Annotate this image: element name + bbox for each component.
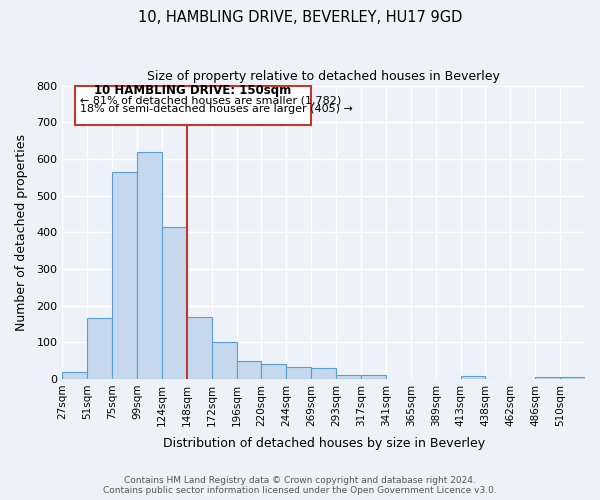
Text: 18% of semi-detached houses are larger (405) →: 18% of semi-detached houses are larger (… [80, 104, 353, 114]
Bar [62, 372, 87, 379]
FancyBboxPatch shape [75, 86, 311, 125]
Text: ← 81% of detached houses are smaller (1,782): ← 81% of detached houses are smaller (1,… [80, 95, 341, 105]
Bar [560, 377, 585, 379]
Bar [262, 364, 286, 379]
Bar [187, 316, 212, 379]
Bar [311, 368, 336, 379]
Bar [286, 367, 311, 379]
Bar [461, 376, 485, 379]
Bar [137, 152, 162, 379]
Bar [535, 377, 560, 379]
Bar [361, 375, 386, 379]
Bar [87, 318, 112, 379]
Bar [212, 342, 236, 379]
Text: 10, HAMBLING DRIVE, BEVERLEY, HU17 9GD: 10, HAMBLING DRIVE, BEVERLEY, HU17 9GD [138, 10, 462, 25]
Bar [162, 226, 187, 379]
Text: 10 HAMBLING DRIVE: 150sqm: 10 HAMBLING DRIVE: 150sqm [94, 84, 292, 97]
Text: Contains HM Land Registry data © Crown copyright and database right 2024.
Contai: Contains HM Land Registry data © Crown c… [103, 476, 497, 495]
Bar [336, 374, 361, 379]
Bar [236, 360, 262, 379]
Bar [112, 172, 137, 379]
Title: Size of property relative to detached houses in Beverley: Size of property relative to detached ho… [147, 70, 500, 83]
X-axis label: Distribution of detached houses by size in Beverley: Distribution of detached houses by size … [163, 437, 485, 450]
Y-axis label: Number of detached properties: Number of detached properties [15, 134, 28, 330]
